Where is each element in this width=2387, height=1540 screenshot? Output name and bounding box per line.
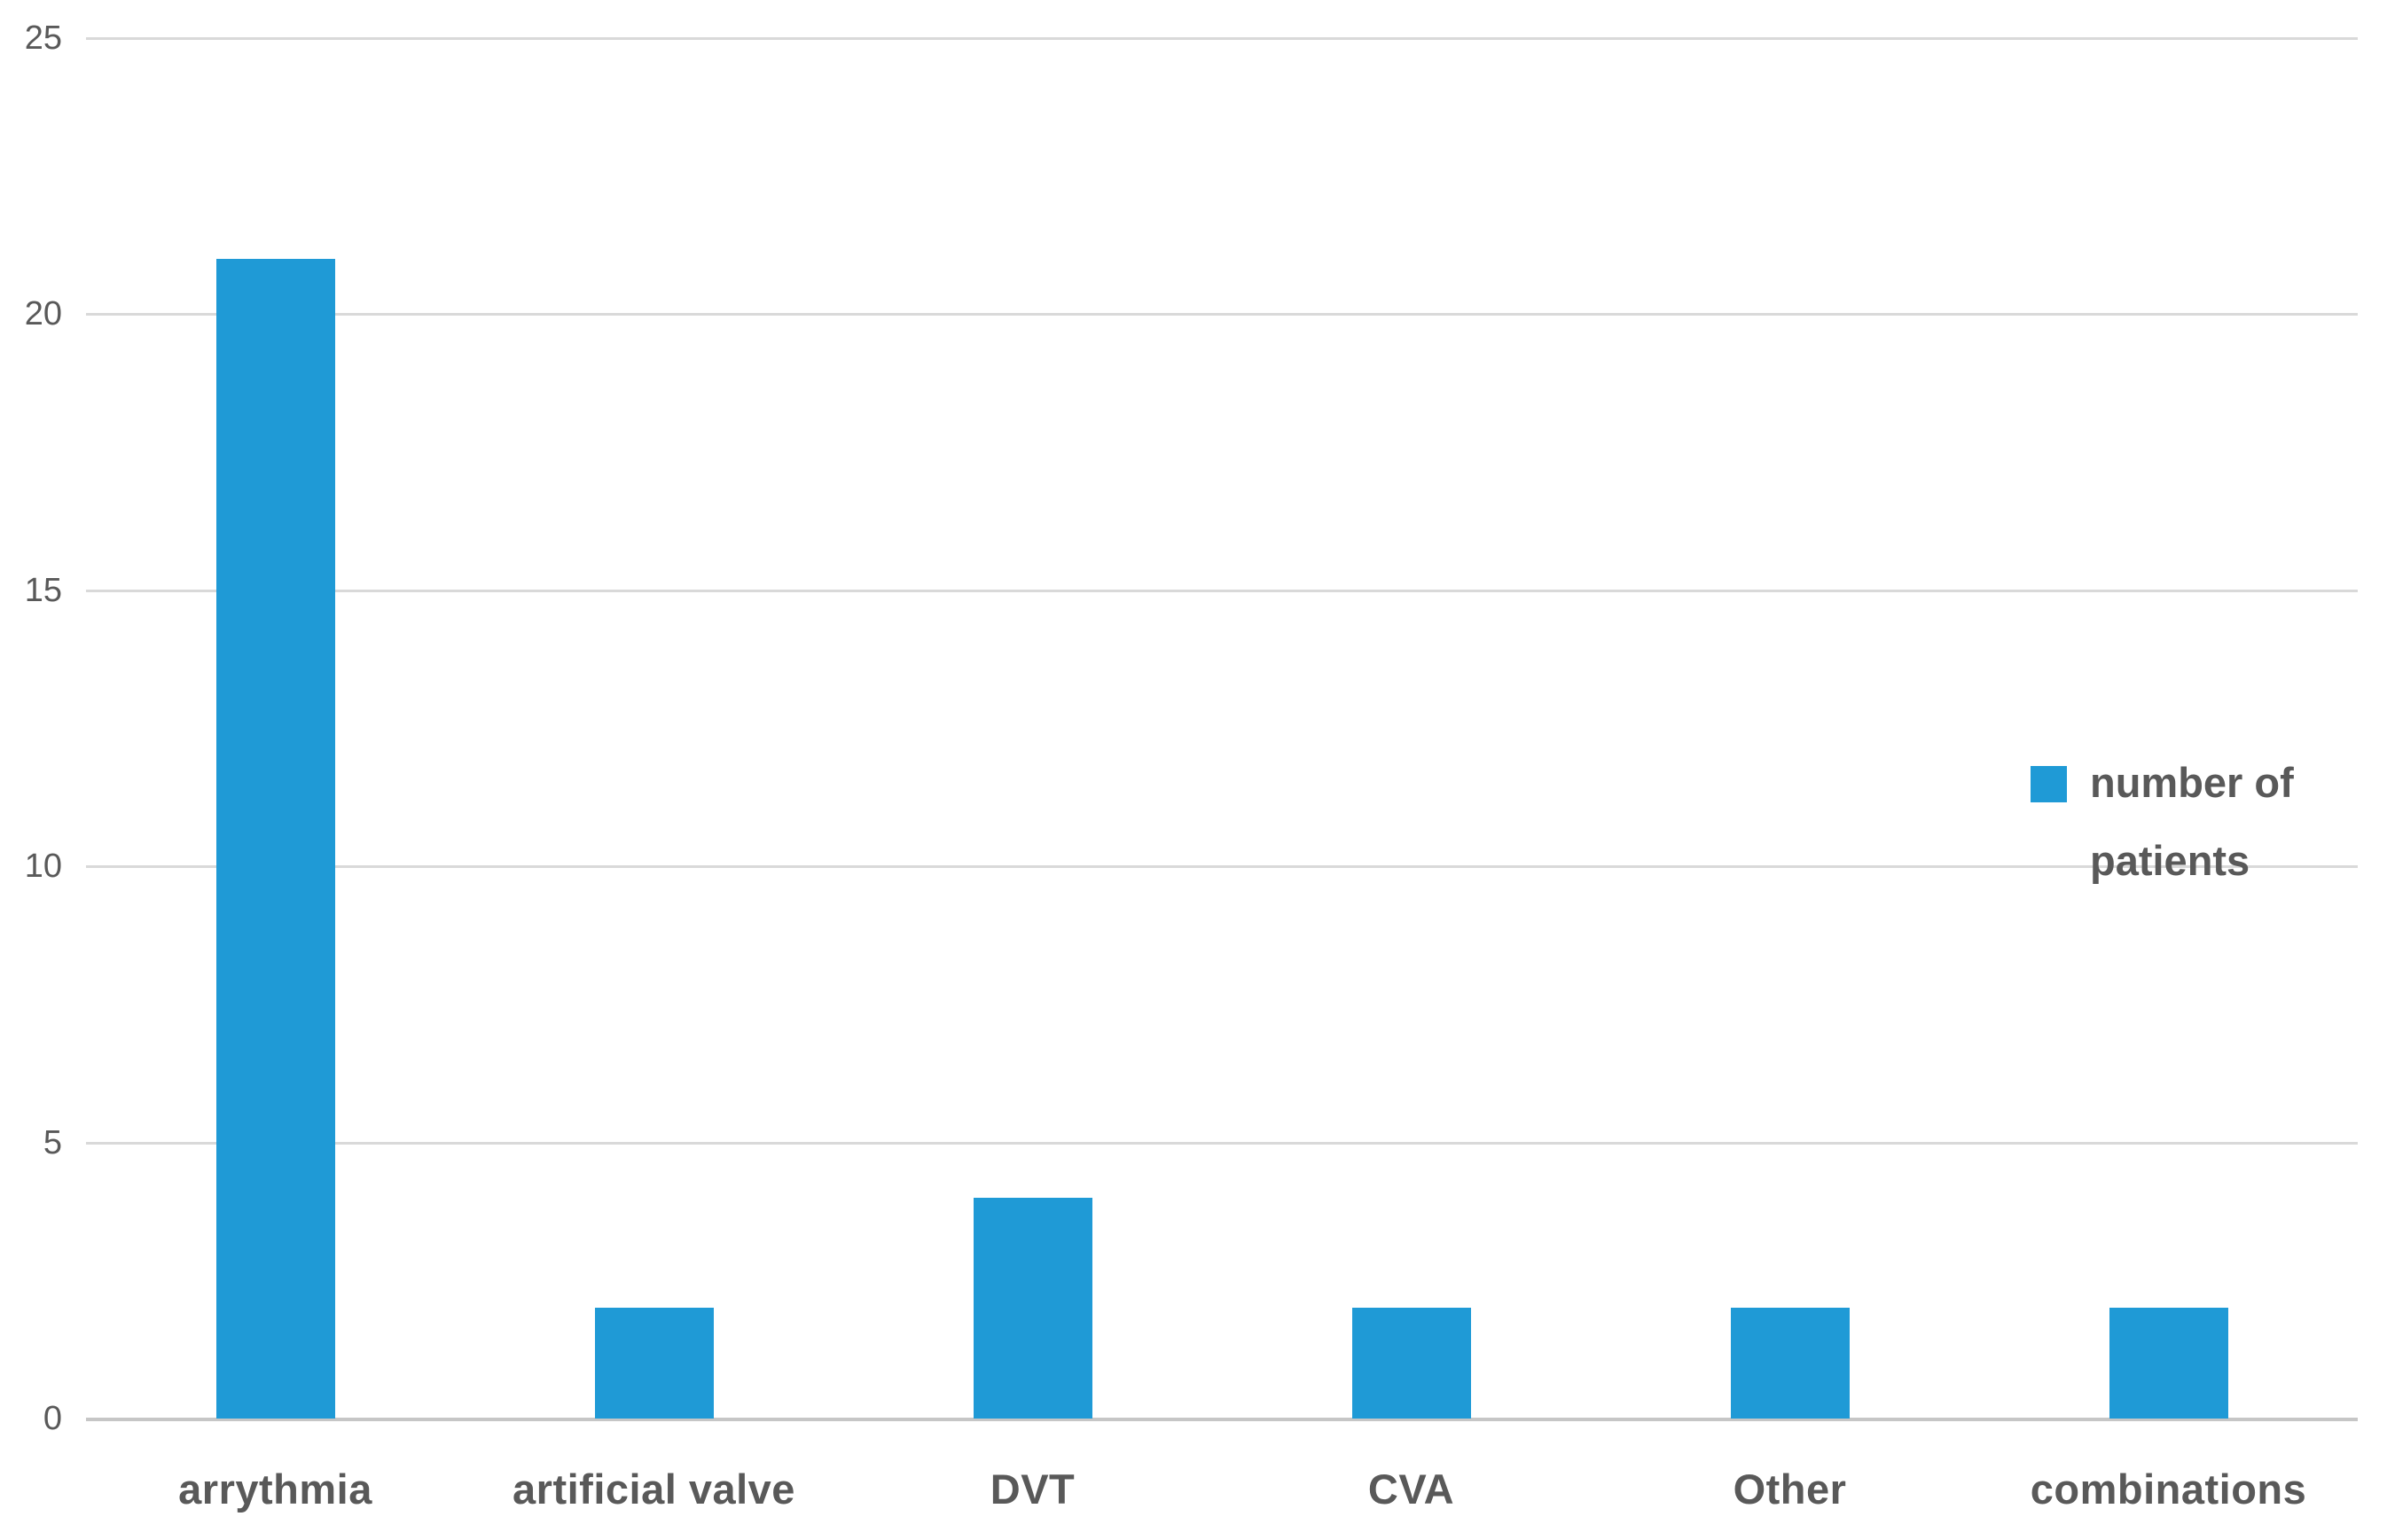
- y-axis-tick-label-15: 15: [24, 571, 62, 609]
- y-axis-tick-label-25: 25: [24, 20, 62, 57]
- x-axis-label-arrythmia: arrythmia: [178, 1466, 372, 1513]
- gridline-20: [86, 313, 2358, 317]
- bar-DVT: [973, 1197, 1092, 1419]
- x-axis-label-combinations: combinations: [2030, 1466, 2307, 1513]
- x-axis-label-artificial-valve: artificial valve: [513, 1466, 795, 1513]
- x-axis-label-Other: Other: [1733, 1466, 1847, 1513]
- legend: number of patients: [2031, 759, 2383, 900]
- y-axis-tick-label-10: 10: [24, 848, 62, 886]
- x-axis-label-DVT: DVT: [990, 1466, 1076, 1513]
- legend-swatch-icon: [2031, 766, 2067, 802]
- bar-Other: [1730, 1308, 1850, 1419]
- y-axis-tick-label-5: 5: [43, 1123, 62, 1161]
- bar-artificial-valve: [594, 1308, 714, 1419]
- gridline-5: [86, 1141, 2358, 1145]
- legend-label: number of patients: [2090, 759, 2294, 884]
- bar-combinations: [2109, 1308, 2228, 1419]
- y-axis-tick-label-0: 0: [43, 1400, 62, 1437]
- bar-arrythmia: [215, 259, 335, 1419]
- bar-CVA: [1351, 1308, 1471, 1419]
- y-axis-tick-label-20: 20: [24, 295, 62, 333]
- gridline-15: [86, 589, 2358, 592]
- gridline-0: [86, 1418, 2358, 1421]
- gridline-25: [86, 37, 2358, 40]
- x-axis-label-CVA: CVA: [1367, 1466, 1455, 1513]
- gridline-10: [86, 865, 2358, 869]
